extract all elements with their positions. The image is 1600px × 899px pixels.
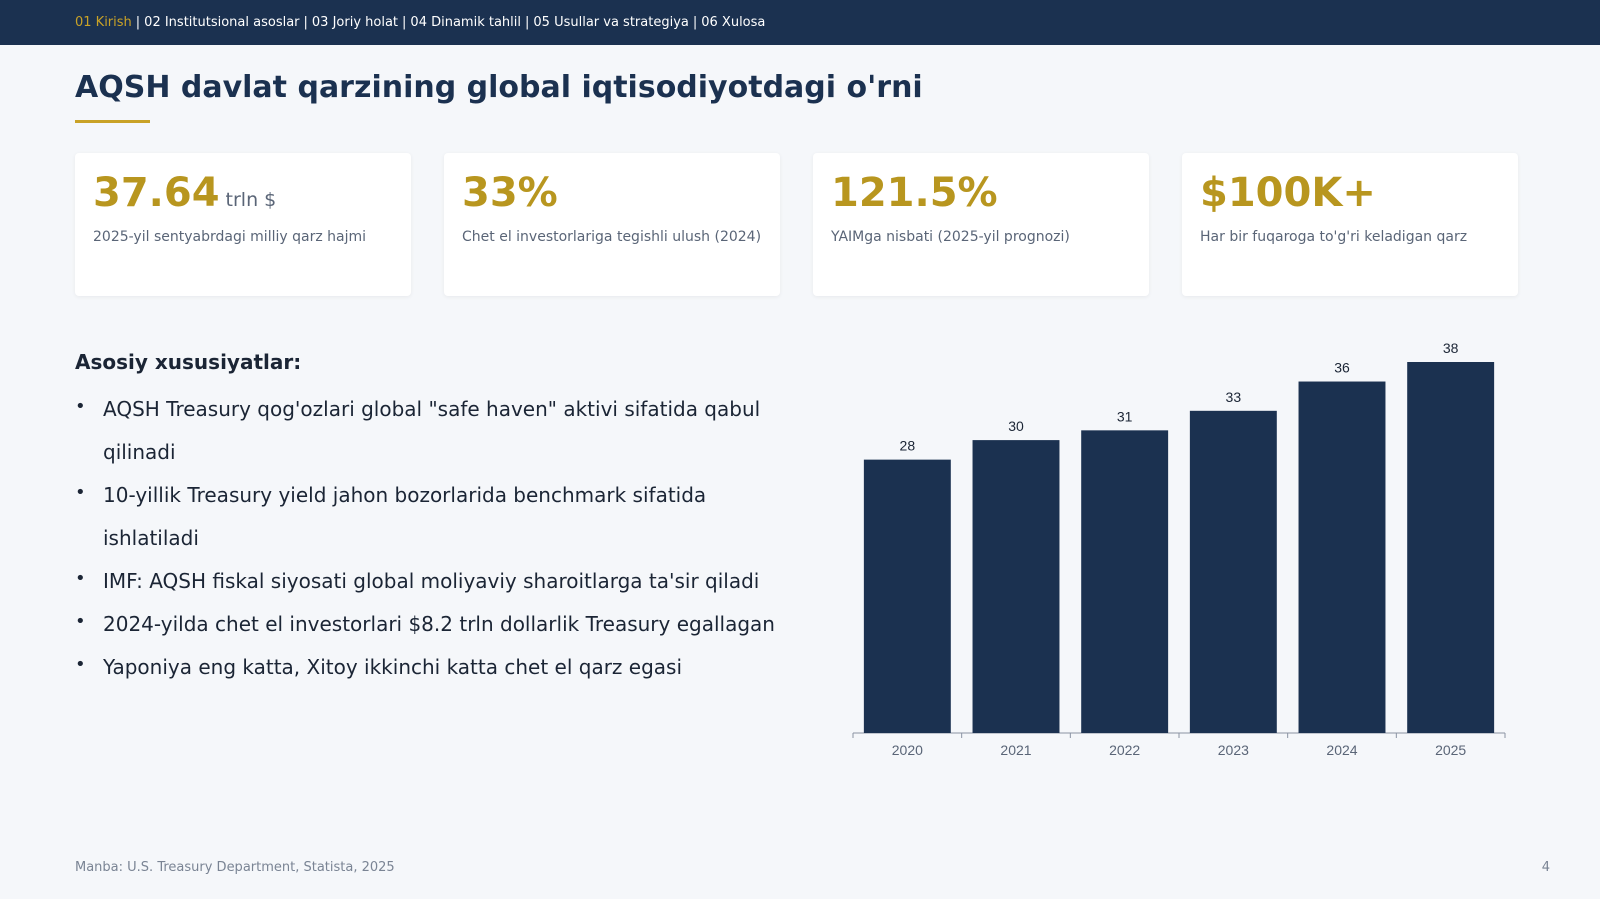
- stat-card-per-citizen: $100K+ Har bir fuqaroga to'g'ri keladiga…: [1182, 153, 1518, 296]
- x-tick-label: 2025: [1435, 742, 1466, 758]
- footer-source: Manba: U.S. Treasury Department, Statist…: [75, 860, 395, 875]
- stat-unit: trln $: [225, 189, 277, 211]
- stat-card-gdp-ratio: 121.5% YAIMga nisbati (2025-yil prognozi…: [813, 153, 1149, 296]
- list-item: • AQSH Treasury qog'ozlari global "safe h…: [75, 388, 795, 474]
- nav-item[interactable]: 05 Usullar va strategiya: [533, 15, 689, 30]
- nav-item[interactable]: 03 Joriy holat: [311, 15, 399, 30]
- data-label: 30: [1008, 418, 1024, 434]
- stat-value: 121.5%: [831, 170, 998, 216]
- nav-separator: |: [525, 15, 530, 30]
- stat-card-debt-total: 37.64 trln $ 2025-yil sentyabrdagi milli…: [75, 153, 411, 296]
- bullet-icon: •: [75, 396, 86, 417]
- data-label: 38: [1443, 340, 1459, 356]
- x-tick-label: 2023: [1218, 742, 1249, 758]
- page-title: AQSH davlat qarzining global iqtisodiyot…: [75, 70, 923, 105]
- data-label: 36: [1334, 360, 1350, 376]
- page-number: 4: [1541, 860, 1550, 875]
- stat-description: 2025-yil sentyabrdagi milliy qarz hajmi: [93, 229, 366, 245]
- data-label: 31: [1117, 408, 1133, 424]
- bullet-icon: •: [75, 611, 86, 632]
- bar: [972, 440, 1060, 733]
- bar: [1189, 410, 1277, 733]
- data-label: 33: [1226, 389, 1242, 405]
- nav-separator: |: [135, 15, 141, 30]
- nav-item[interactable]: 06 Xulosa: [701, 15, 766, 30]
- x-tick-label: 2022: [1109, 742, 1140, 758]
- bullet-icon: •: [75, 482, 86, 503]
- nav-separator: |: [402, 15, 407, 30]
- title-underline: [75, 120, 150, 123]
- stat-value: 37.64: [93, 170, 220, 216]
- debt-bar-chart: 28 2020 30 2021 31 2022 33 2023 36 2024 38 2025: [852, 340, 1506, 758]
- nav-item[interactable]: 02 Institutsional asoslar: [144, 15, 300, 30]
- nav-separator: |: [303, 15, 308, 30]
- bar: [1298, 381, 1386, 733]
- stat-description: Chet el investorlariga tegishli ulush (2…: [462, 229, 762, 245]
- list-item: • Yaponiya eng katta, Xitoy ikkinchi katt…: [75, 646, 795, 689]
- x-tick-label: 2020: [892, 742, 923, 758]
- features-list: • AQSH Treasury qog'ozlari global "safe h…: [75, 388, 795, 689]
- stat-value: 33%: [462, 170, 558, 216]
- data-label: 28: [900, 438, 916, 454]
- features-title: Asosiy xususiyatlar:: [75, 350, 302, 374]
- list-item: • IMF: AQSH fiskal siyosati global moliya…: [75, 560, 795, 603]
- bar: [1407, 362, 1495, 733]
- bar: [863, 459, 951, 733]
- bullet-icon: •: [75, 568, 86, 589]
- stat-value: $100K+: [1200, 170, 1376, 216]
- stat-description: Har bir fuqaroga to'g'ri keladigan qarz: [1200, 229, 1468, 245]
- top-navigation: 01 Kirish | 02 Institutsional asoslar | 03 J…: [0, 0, 1600, 45]
- nav-separator: |: [692, 15, 698, 30]
- x-tick-label: 2021: [1000, 742, 1031, 758]
- bar: [1081, 430, 1169, 733]
- nav-item[interactable]: 04 Dinamik tahlil: [410, 15, 521, 30]
- nav-item[interactable]: 01 Kirish: [75, 15, 132, 30]
- bullet-icon: •: [75, 654, 86, 675]
- list-item: • 2024-yilda chet el investorlari $8.2 tr…: [75, 603, 795, 646]
- x-tick-label: 2024: [1326, 742, 1357, 758]
- stat-description: YAIMga nisbati (2025-yil prognozi): [831, 229, 1070, 245]
- stat-card-foreign-share: 33% Chet el investorlariga tegishli ulus…: [444, 153, 780, 296]
- list-item: • 10-yillik Treasury yield jahon bozorlar…: [75, 474, 795, 560]
